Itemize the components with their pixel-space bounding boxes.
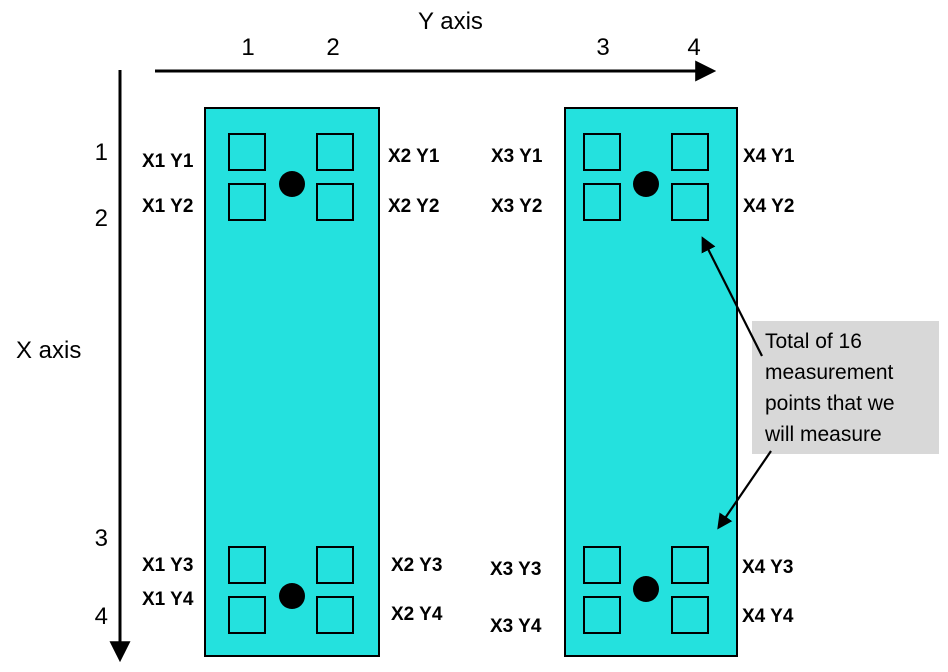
y-axis-tick-3: 3 [596,34,610,61]
point-label-x2y1: X2 Y1 [388,146,440,167]
measurement-square-x1y4 [228,596,266,634]
measurement-square-x1y1 [228,133,266,171]
point-label-x3y4: X3 Y4 [490,616,542,637]
annotation-line-3: points that we [765,392,895,415]
x-axis-tick-2: 2 [94,205,108,232]
point-label-x4y4: X4 Y4 [742,606,794,627]
measurement-square-x1y2 [228,183,266,221]
x-axis-title: X axis [16,337,82,364]
measurement-square-x3y1 [583,133,621,171]
panel-right [564,107,738,657]
alignment-dot-left-top [279,171,305,197]
point-label-x2y4: X2 Y4 [391,604,443,625]
point-label-x2y2: X2 Y2 [388,196,440,217]
measurement-square-x4y4 [671,596,709,634]
alignment-dot-left-bottom [279,583,305,609]
point-label-x3y3: X3 Y3 [490,559,542,580]
annotation-line-2: measurement [765,361,894,384]
measurement-square-x4y3 [671,546,709,584]
point-label-x2y3: X2 Y3 [391,555,443,576]
y-axis-title: Y axis [418,8,483,35]
point-label-x1y1: X1 Y1 [142,151,194,172]
measurement-square-x4y1 [671,133,709,171]
x-axis-tick-3: 3 [94,525,108,552]
measurement-square-x2y4 [316,596,354,634]
measurement-square-x3y3 [583,546,621,584]
point-label-x1y4: X1 Y4 [142,589,194,610]
point-label-x1y3: X1 Y3 [142,555,194,576]
annotation-box: Total of 16 measurement points that we w… [752,321,939,454]
measurement-square-x1y3 [228,546,266,584]
alignment-dot-right-top [633,171,659,197]
alignment-dot-right-bottom [633,576,659,602]
measurement-square-x2y3 [316,546,354,584]
annotation-line-4: will measure [765,423,882,446]
y-axis-tick-2: 2 [326,34,340,61]
measurement-square-x2y2 [316,183,354,221]
x-axis-tick-4: 4 [94,603,108,630]
x-axis-tick-1: 1 [94,139,108,166]
point-label-x4y1: X4 Y1 [743,146,795,167]
measurement-square-x2y1 [316,133,354,171]
point-label-x4y2: X4 Y2 [743,196,795,217]
measurement-square-x3y2 [583,183,621,221]
y-axis-tick-4: 4 [687,34,701,61]
y-axis-tick-1: 1 [241,34,255,61]
point-label-x3y2: X3 Y2 [491,196,543,217]
point-label-x1y2: X1 Y2 [142,196,194,217]
panel-left [204,107,380,657]
point-label-x3y1: X3 Y1 [491,146,543,167]
measurement-square-x4y2 [671,183,709,221]
annotation-line-1: Total of 16 [765,330,862,353]
measurement-square-x3y4 [583,596,621,634]
point-label-x4y3: X4 Y3 [742,557,794,578]
